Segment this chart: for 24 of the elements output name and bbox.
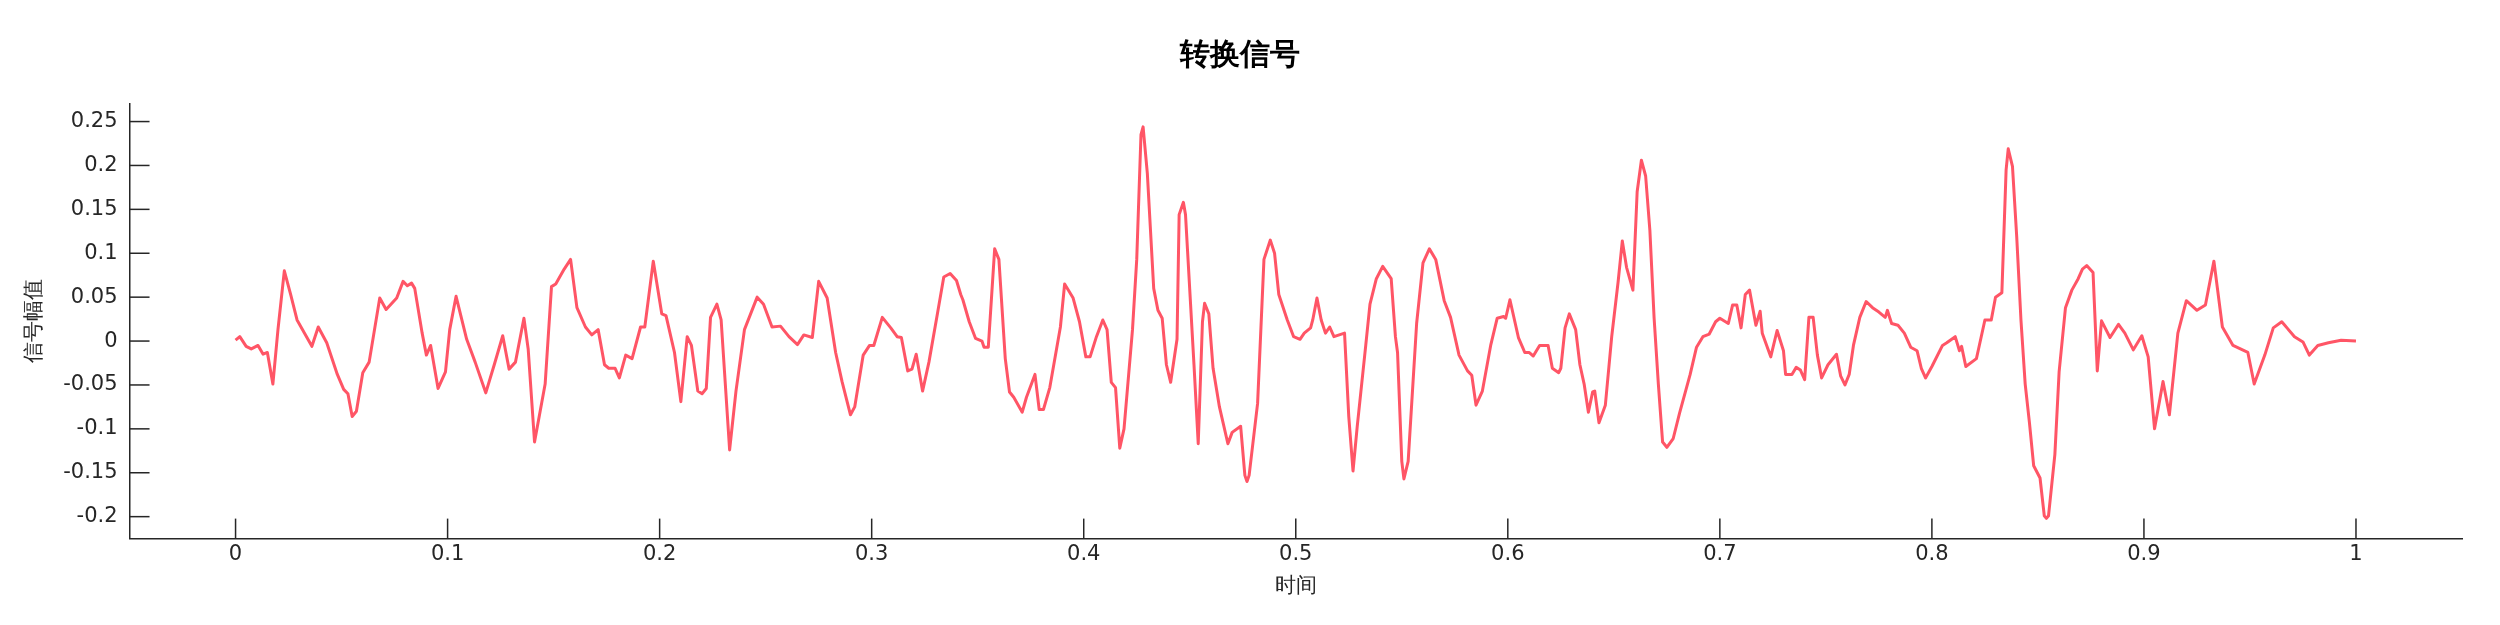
x-tick-label: 0.8 <box>1915 540 1949 565</box>
y-tick-label: -0.15 <box>63 459 118 484</box>
x-tick-label: 1 <box>2349 540 2363 565</box>
y-tick-label: -0.05 <box>63 371 118 396</box>
y-tick-label: -0.1 <box>76 415 118 440</box>
x-tick-label: 0.7 <box>1703 540 1737 565</box>
x-tick-label: 0 <box>228 540 243 565</box>
x-tick-label: 0.5 <box>1279 540 1313 565</box>
x-tick-label: 0.1 <box>430 540 465 565</box>
y-axis-title: 信号幅值 <box>21 279 46 364</box>
y-tick-label: -0.2 <box>76 503 118 528</box>
chart-title: 转换信号 <box>1179 35 1300 71</box>
x-tick-label: 0.3 <box>854 540 889 565</box>
y-tick-label: 0.25 <box>70 108 118 133</box>
x-tick-label: 0.9 <box>2127 540 2161 565</box>
y-tick-label: 0.15 <box>70 195 118 220</box>
x-axis-title: 时间 <box>1274 572 1317 597</box>
y-tick-label: 0 <box>104 327 118 352</box>
y-tick-label: 0.05 <box>70 283 118 308</box>
y-tick-label: 0.1 <box>84 239 118 264</box>
x-tick-label: 0.2 <box>642 540 677 565</box>
x-tick-label: 0.4 <box>1067 540 1101 565</box>
x-tick-label: 0.6 <box>1491 540 1525 565</box>
y-tick-label: 0.2 <box>84 151 118 176</box>
